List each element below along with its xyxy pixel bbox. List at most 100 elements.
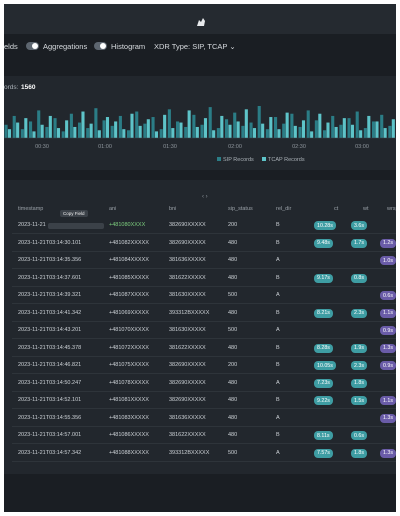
histogram-bar [48,115,52,138]
histogram-bar [110,125,114,138]
table-cell: B [276,239,280,246]
histogram-bar [105,117,110,138]
histogram-bar [290,113,294,138]
table-cell: 393312BXXXXX [169,449,210,456]
table-cell: +481081XXXXX [109,397,149,403]
row-divider [12,233,396,234]
histogram-bar [135,111,139,138]
fields-label[interactable]: elds [4,42,18,51]
histogram-bar [94,108,98,138]
metric-pill: 7.23s [314,378,333,388]
column-header: ani [109,206,117,212]
histogram-bar [4,124,8,138]
histogram-bar [318,113,322,138]
metric-pill: 2.3s [351,308,368,318]
histogram-bar [359,130,363,138]
histogram-bar [45,126,49,138]
histogram-bar [16,122,20,138]
histogram-bar [154,131,159,138]
histogram-bar [187,110,191,138]
histogram-bar [159,129,163,138]
histogram-bar [89,123,93,138]
histogram-bar [184,126,188,138]
histogram-bar [383,128,387,138]
table-cell: +481087XXXXX [109,292,149,298]
metric-pill: 1.3s [380,343,396,353]
table-cell: 2023-11-21T03:14:43.201 [18,327,82,333]
histogram-bar [37,110,41,138]
histogram-bar [225,119,229,138]
histogram-bar [282,123,286,138]
table-cell: A [276,414,280,421]
table-cell: +481072XXXXX [109,344,149,351]
table-cell: 381630XXXXX [169,292,206,298]
table: timestamp ani bni sip_status rel_dir ct wt wrsp… [4,180,396,474]
table-cell: 480 [228,309,238,316]
row-divider [12,425,396,427]
table-cell: 480 [228,414,238,421]
x-tick-label: 03:00 [355,144,369,150]
app: elds Aggregations Histogram XDR Type: SI… [4,4,396,512]
table-cell: +481082XXXXX [109,239,149,246]
column-header: wrsp [387,206,396,212]
row-divider [12,268,396,269]
metric-pill: 0.9s [380,361,396,370]
histogram-toggle[interactable] [94,42,107,50]
table-cell: 200 [228,362,238,368]
table-cell: 2023-11-21T03:14:52.101 [18,397,82,403]
metric-pill: 1.1s [380,396,396,405]
histogram-bar [228,124,232,138]
table-cell: A [276,449,280,456]
histogram-bar [179,122,183,138]
table-cell: B [276,344,280,351]
histogram-bar [252,128,257,138]
aggregations-toggle[interactable] [26,42,39,50]
table-cell: 381622XXXXX [169,274,206,281]
histogram-bar [233,112,237,138]
histogram-bar [375,121,379,138]
row-divider [12,285,396,287]
table-cell: A [276,257,280,263]
table-cell: 382690XXXXX [169,397,206,403]
column-header: rel_dir [276,206,292,212]
column-header: timestamp [18,206,44,212]
histogram-bar [53,118,57,138]
table-cell: 2023-11-21T03:14:41.342 [18,309,82,316]
histogram-bar [334,126,338,138]
table-cell: B [276,222,280,228]
row-divider [12,303,396,304]
histogram-bar [347,118,351,138]
table-cell: 2023-11-21T03:14:46.821 [18,362,82,368]
table-cell: +481086XXXXX [109,432,149,438]
histogram-bar [314,120,318,138]
table-cell: 480 [228,257,238,263]
xdr-type-select[interactable]: XDR Type: SIP, TCAP ⌄ [154,42,236,51]
histogram-bar [78,122,82,138]
row-divider [12,320,396,322]
histogram-bar [81,111,85,138]
resize-handle[interactable]: ‹ › [202,194,208,200]
metric-pill: 1.8s [351,448,368,458]
metric-pill: 1.1s [380,308,396,318]
table-cell: A [276,292,280,298]
table-cell: 2023-11-21T03:14:37.601 [18,274,82,281]
histogram-bar [285,112,289,138]
metric-pill: 10.28s [314,221,336,230]
histogram-bar [118,115,122,138]
metric-pill: 1.3s [380,448,396,458]
histogram-bar [130,113,134,138]
table-cell: 500 [228,292,238,298]
table-cell: 2023-11-21T03:14:57.342 [18,449,82,456]
row-divider [12,443,396,444]
table-cell: +481070XXXXX [109,327,149,333]
x-tick-label: 01:30 [163,144,177,150]
table-cell: +481083XXXXX [109,414,149,421]
metric-pill: 9.22s [314,396,333,405]
histogram-bar [29,121,33,138]
metric-pill: 2.3s [351,361,368,370]
table-cell: 2023-11-21T03:14:30.101 [18,239,82,246]
row-divider [12,355,396,357]
histogram-bar [355,111,359,138]
table-cell: 382690XXXXX [169,379,206,386]
metric-pill: 1.0s [380,256,396,265]
